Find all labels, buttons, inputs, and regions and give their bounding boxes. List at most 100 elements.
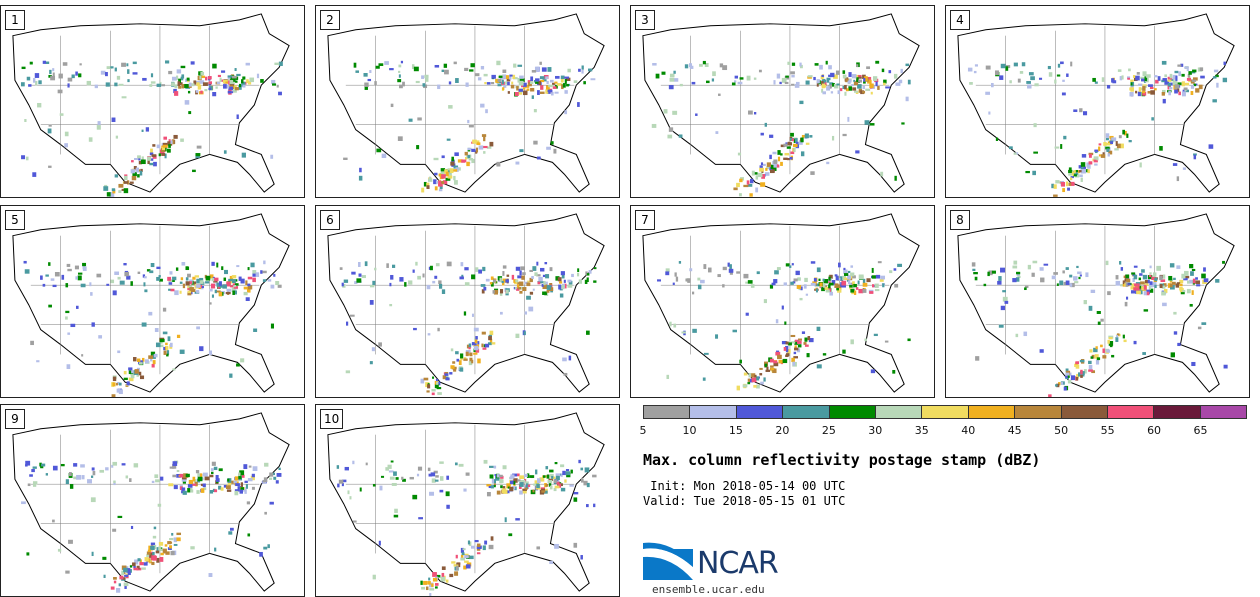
reflectivity-cell [187,291,192,296]
reflectivity-cell [165,551,170,555]
reflectivity-cell [480,284,486,287]
reflectivity-cell [130,525,134,530]
reflectivity-cell [67,77,73,82]
reflectivity-cell [1108,337,1113,340]
reflectivity-cell [426,284,431,290]
reflectivity-cell [467,540,470,545]
reflectivity-cell [477,358,481,364]
reflectivity-cell [401,476,404,480]
reflectivity-cell [1025,170,1030,174]
reflectivity-cell [1119,76,1123,81]
reflectivity-cell [97,121,101,125]
reflectivity-cell [150,542,156,546]
reflectivity-cell [770,365,774,368]
colorbar-segment [690,406,737,418]
reflectivity-cell [239,470,245,476]
reflectivity-cell [792,143,798,148]
reflectivity-cell [875,60,880,64]
reflectivity-cell [1087,169,1090,174]
reflectivity-cell [242,84,246,88]
reflectivity-cell [214,277,219,282]
reflectivity-cell [98,335,103,339]
colorbar-tick-label: 10 [682,424,697,437]
reflectivity-cell [123,567,128,573]
reflectivity-cell [1191,361,1196,367]
coastline [642,213,920,393]
reflectivity-cell [1090,356,1094,359]
reflectivity-cell [514,486,517,491]
reflectivity-cell [428,577,431,581]
reflectivity-cell [243,286,248,290]
reflectivity-cell [998,324,1004,328]
reflectivity-cell [159,278,163,282]
reflectivity-cell [441,180,444,185]
reflectivity-cell [564,79,567,84]
reflectivity-cell [467,119,470,124]
reflectivity-cell [848,72,852,77]
reflectivity-cell [774,270,779,275]
reflectivity-cell [1039,267,1044,271]
reflectivity-cell [35,81,38,86]
reflectivity-cell [123,377,128,380]
reflectivity-cell [233,284,237,288]
reflectivity-cell [434,186,438,191]
reflectivity-cell [416,473,420,477]
reflectivity-cell [227,478,230,482]
reflectivity-cell [673,78,679,82]
reflectivity-cell [114,67,117,72]
reflectivity-cell [451,561,456,564]
reflectivity-cell [1002,296,1008,302]
reflectivity-cell [1077,170,1081,173]
reflectivity-cell [489,465,494,468]
member-label: 4 [950,10,970,30]
member-panel-6: 6 [315,205,620,398]
reflectivity-cell [1147,84,1153,87]
reflectivity-cell [490,276,494,280]
reflectivity-cell [804,337,808,342]
member-label: 6 [320,210,340,230]
reflectivity-cell [369,361,373,365]
reflectivity-cell [1043,263,1049,266]
reflectivity-cell [1164,80,1170,85]
reflectivity-cell [781,305,784,310]
reflectivity-cell [1149,86,1154,90]
reflectivity-cell [1190,91,1194,95]
reflectivity-cell [522,287,527,292]
reflectivity-cell [1116,143,1121,149]
reflectivity-cell [972,268,976,272]
reflectivity-cell [1094,149,1099,152]
reflectivity-cell [106,283,110,286]
reflectivity-cell [45,274,49,277]
reflectivity-cell [499,474,503,478]
reflectivity-cell [783,347,787,351]
reflectivity-cell [339,267,343,270]
reflectivity-cell [540,79,545,83]
reflectivity-cell [496,474,501,478]
reflectivity-cell [871,267,874,273]
reflectivity-cell [475,140,480,145]
reflectivity-cell [557,277,562,282]
reflectivity-cell [983,283,987,287]
reflectivity-cell [374,81,377,86]
reflectivity-cell [806,353,810,358]
reflectivity-cell [128,370,134,375]
reflectivity-cell [1102,355,1107,359]
reflectivity-cell [160,552,164,556]
reflectivity-cell [526,282,531,287]
reflectivity-cell [1191,290,1194,295]
reflectivity-cell [412,494,418,500]
reflectivity-cell [503,81,508,85]
reflectivity-cell [259,551,263,557]
reflectivity-cell [349,314,355,317]
member-panel-3: 3 [630,5,935,198]
reflectivity-cell [153,544,157,550]
reflectivity-cell [873,76,878,82]
reflectivity-cell [205,281,210,284]
reflectivity-cell [1126,133,1129,138]
reflectivity-cell [711,78,715,82]
reflectivity-cell [118,190,122,193]
reflectivity-cell [998,276,1002,281]
reflectivity-cell [674,272,677,277]
reflectivity-cell [1093,159,1098,163]
member-label: 7 [635,210,655,230]
